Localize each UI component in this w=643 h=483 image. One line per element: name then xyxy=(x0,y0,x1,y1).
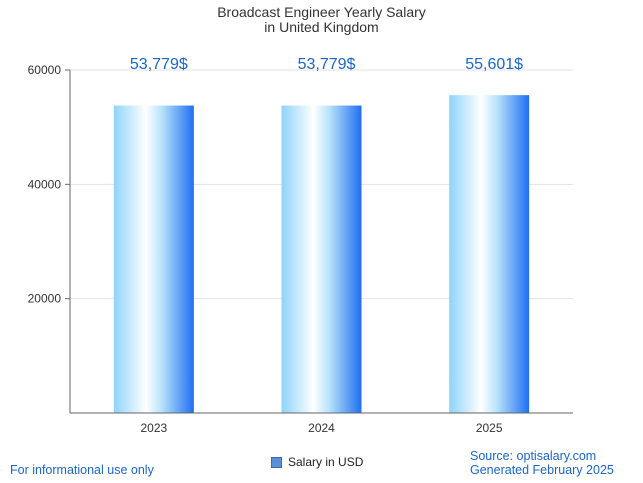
data-label: 53,779$ xyxy=(130,56,188,73)
y-tick-label: 40000 xyxy=(28,177,62,191)
disclaimer-text: For informational use only xyxy=(10,463,154,477)
chart-title: Broadcast Engineer Yearly Salary xyxy=(217,4,426,20)
bar-2023 xyxy=(113,105,194,413)
chart-subtitle: in United Kingdom xyxy=(264,19,379,35)
generated-text: Generated February 2025 xyxy=(470,463,614,477)
x-tick-label: 2024 xyxy=(308,421,335,435)
y-tick-label: 60000 xyxy=(28,63,62,77)
bar-2025 xyxy=(449,95,530,413)
source-text: Source: optisalary.com xyxy=(470,449,597,463)
bar-2024 xyxy=(281,105,362,413)
x-tick-label: 2025 xyxy=(476,421,503,435)
y-tick-label: 20000 xyxy=(28,292,62,306)
data-label: 53,779$ xyxy=(298,56,356,73)
legend-swatch xyxy=(271,456,282,468)
chart-legend: Salary in USD xyxy=(271,455,363,469)
data-label: 55,601$ xyxy=(465,56,523,73)
x-tick-label: 2023 xyxy=(140,421,167,435)
legend-label: Salary in USD xyxy=(288,455,364,469)
